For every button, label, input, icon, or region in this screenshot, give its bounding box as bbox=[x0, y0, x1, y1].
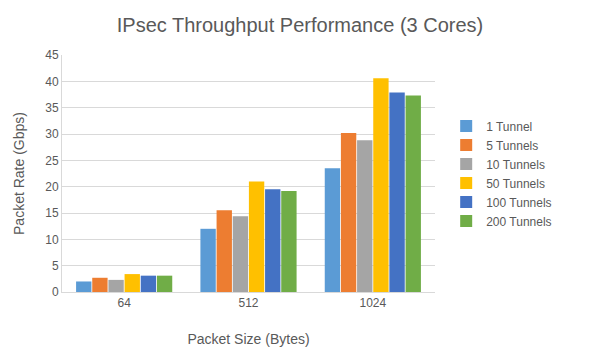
svg-text:40: 40 bbox=[45, 75, 59, 89]
svg-text:100 Tunnels: 100 Tunnels bbox=[486, 196, 551, 210]
svg-text:Packet Rate (Gbps): Packet Rate (Gbps) bbox=[11, 112, 27, 235]
svg-text:45: 45 bbox=[45, 48, 59, 62]
svg-text:1024: 1024 bbox=[359, 296, 386, 310]
svg-text:20: 20 bbox=[45, 180, 59, 194]
svg-text:0: 0 bbox=[52, 285, 59, 299]
svg-text:5 Tunnels: 5 Tunnels bbox=[486, 139, 538, 153]
svg-text:30: 30 bbox=[45, 127, 59, 141]
svg-text:35: 35 bbox=[45, 101, 59, 115]
svg-text:15: 15 bbox=[45, 206, 59, 220]
svg-text:IPsec Throughput Performance (: IPsec Throughput Performance (3 Cores) bbox=[117, 14, 483, 36]
svg-text:10 Tunnels: 10 Tunnels bbox=[486, 158, 545, 172]
svg-text:512: 512 bbox=[238, 296, 258, 310]
svg-text:10: 10 bbox=[45, 233, 59, 247]
svg-text:25: 25 bbox=[45, 154, 59, 168]
svg-text:5: 5 bbox=[52, 259, 59, 273]
svg-text:1 Tunnel: 1 Tunnel bbox=[486, 120, 532, 134]
svg-text:Packet Size (Bytes): Packet Size (Bytes) bbox=[187, 331, 309, 347]
svg-text:200 Tunnels: 200 Tunnels bbox=[486, 215, 551, 229]
svg-text:64: 64 bbox=[117, 296, 131, 310]
svg-text:50 Tunnels: 50 Tunnels bbox=[486, 177, 545, 191]
